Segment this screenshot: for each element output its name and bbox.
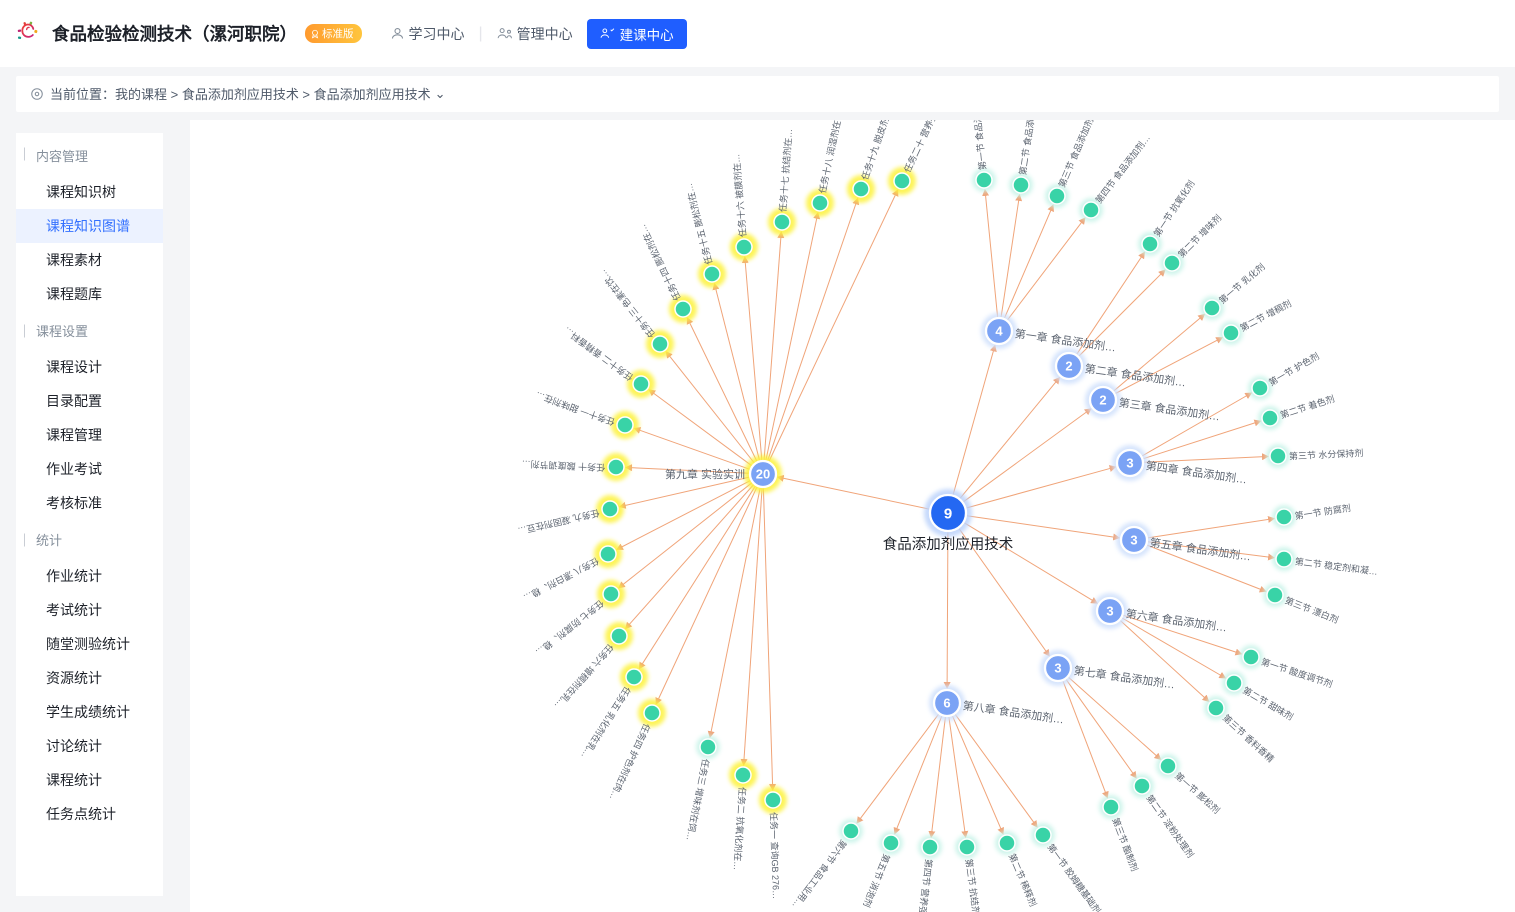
svg-text:任务十一 甜味剂在…: 任务十一 甜味剂在… — [534, 390, 616, 428]
svg-text:任务八 漂白剂、稳…: 任务八 漂白剂、稳… — [522, 556, 601, 604]
svg-text:第七章 食品添加剂…: 第七章 食品添加剂… — [1073, 663, 1176, 691]
svg-text:第一节 胶姆糖基础剂: 第一节 胶姆糖基础剂 — [1045, 841, 1103, 912]
svg-text:第二节 增稠剂: 第二节 增稠剂 — [1238, 297, 1293, 333]
svg-text:第一节 酸度调节剂: 第一节 酸度调节剂 — [1260, 656, 1334, 690]
svg-text:任务一 查询GB 276…: 任务一 查询GB 276… — [768, 812, 782, 899]
svg-text:任务十二 香精香料…: 任务十二 香精香料… — [561, 325, 635, 383]
svg-text:第一节 膨松剂: 第一节 膨松剂 — [1173, 770, 1223, 816]
svg-text:第四节 食品添加剂…: 第四节 食品添加剂… — [1093, 132, 1152, 205]
svg-text:任务二十 营养强化…: 任务二十 营养强化… — [901, 120, 947, 174]
svg-text:第六章 食品添加剂…: 第六章 食品添加剂… — [1125, 606, 1228, 634]
svg-text:第三节 水分保持剂: 第三节 水分保持剂 — [1289, 447, 1364, 461]
svg-text:3: 3 — [1126, 456, 1133, 471]
svg-text:任务四 护色剂在肉…: 任务四 护色剂在肉… — [608, 722, 653, 802]
svg-text:第四节 营养强化剂: 第四节 营养强化剂 — [915, 858, 935, 912]
svg-text:任务十六 被膜剂在…: 任务十六 被膜剂在… — [730, 153, 748, 237]
svg-text:第二节 增味剂: 第二节 增味剂 — [1176, 212, 1224, 260]
svg-text:任务十四 膨松剂在…: 任务十四 膨松剂在… — [636, 223, 682, 303]
svg-text:3: 3 — [1106, 604, 1113, 619]
svg-text:任务十七 抗结剂在…: 任务十七 抗结剂在… — [777, 128, 794, 212]
svg-text:第二节 食品添加剂…: 第二节 食品添加剂… — [1017, 120, 1040, 176]
svg-text:第五节 消泡剂: 第五节 消泡剂 — [861, 852, 892, 909]
svg-text:第二节 淀粉处理剂: 第二节 淀粉处理剂 — [1144, 792, 1196, 859]
svg-text:任务十九 脱皮剂在…: 任务十九 脱皮剂在… — [859, 120, 897, 181]
svg-text:任务六 增稠剂在乳…: 任务六 增稠剂在乳… — [552, 642, 616, 712]
svg-text:任务七 防腐剂、稳…: 任务七 防腐剂、稳… — [534, 598, 606, 658]
svg-text:第三节 香料香精: 第三节 香料香精 — [1221, 712, 1277, 764]
svg-text:第三节 漂白剂: 第三节 漂白剂 — [1283, 594, 1340, 625]
svg-text:6: 6 — [943, 696, 950, 711]
svg-text:第三节 酯制剂: 第三节 酯制剂 — [1110, 816, 1140, 873]
svg-text:任务十八 润湿剂在…: 任务十八 润湿剂在… — [816, 120, 844, 194]
svg-text:任务五 乳化剂在乳…: 任务五 乳化剂在乳… — [579, 685, 633, 761]
svg-text:第三节 食品添加剂…: 第三节 食品添加剂… — [1056, 120, 1099, 189]
svg-text:第五章 食品添加剂…: 第五章 食品添加剂… — [1149, 535, 1252, 563]
svg-text:食品添加剂应用技术: 食品添加剂应用技术 — [883, 535, 1014, 553]
svg-text:第一节 护色剂: 第一节 护色剂 — [1267, 350, 1321, 388]
svg-text:第二节 甜味剂: 第二节 甜味剂 — [1241, 684, 1295, 722]
svg-text:第八章 食品添加剂…: 第八章 食品添加剂… — [962, 698, 1065, 726]
svg-text:3: 3 — [1054, 661, 1061, 676]
svg-text:20: 20 — [756, 467, 770, 482]
svg-text:任务十三 色素在饮…: 任务十三 色素在饮… — [597, 268, 657, 340]
svg-text:第一节 防腐剂: 第一节 防腐剂 — [1294, 502, 1352, 521]
svg-text:任务三 增味剂在饲…: 任务三 增味剂在饲… — [684, 758, 711, 842]
svg-text:第一节 乳化剂: 第一节 乳化剂 — [1216, 261, 1266, 306]
svg-text:第六节 食品工业用…: 第六节 食品工业用… — [790, 838, 849, 911]
svg-text:9: 9 — [944, 505, 952, 522]
svg-text:任务十 酸度调节剂…: 任务十 酸度调节剂… — [521, 459, 605, 474]
svg-text:2: 2 — [1065, 359, 1072, 374]
svg-text:第一节 食品添加剂…: 第一节 食品添加剂… — [969, 120, 988, 171]
svg-text:2: 2 — [1099, 393, 1106, 408]
svg-text:第二节 着色剂: 第二节 着色剂 — [1279, 393, 1336, 421]
svg-text:第二节 稳定剂和凝…: 第二节 稳定剂和凝… — [1294, 555, 1378, 576]
svg-text:任务二 抗氧化剂在…: 任务二 抗氧化剂在… — [732, 787, 749, 871]
svg-text:任务九 凝固剂在豆…: 任务九 凝固剂在豆… — [517, 508, 601, 537]
svg-text:第三章 食品添加剂…: 第三章 食品添加剂… — [1118, 395, 1221, 423]
svg-text:第四章 食品添加剂…: 第四章 食品添加剂… — [1145, 458, 1248, 486]
svg-text:第二节 稀释剂: 第二节 稀释剂 — [1007, 852, 1039, 908]
svg-text:3: 3 — [1130, 533, 1137, 548]
svg-text:第三节 抗结剂: 第三节 抗结剂 — [964, 858, 983, 912]
svg-text:4: 4 — [995, 324, 1003, 339]
svg-text:任务十五 膨松剂在…: 任务十五 膨松剂在… — [683, 182, 714, 266]
svg-text:第一节 抗氧化剂: 第一节 抗氧化剂 — [1151, 178, 1196, 239]
svg-text:第九章 实验实训: 第九章 实验实训 — [665, 467, 745, 481]
